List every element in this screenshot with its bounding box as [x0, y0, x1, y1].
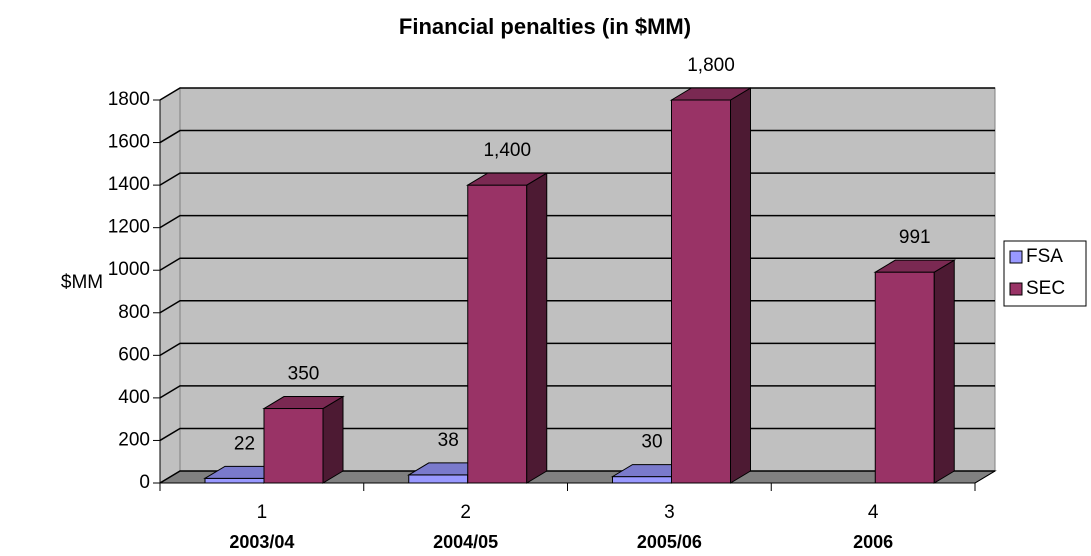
- x-period-label: 2003/04: [229, 532, 294, 552]
- bar: [408, 474, 469, 484]
- x-tick-label: 1: [257, 502, 268, 523]
- x-period-label: 2006: [853, 532, 893, 552]
- legend-label: SEC: [1026, 278, 1065, 299]
- y-tick-label: 600: [118, 344, 150, 365]
- bar: [671, 99, 731, 484]
- bar: [263, 408, 324, 484]
- y-tick-label: 1000: [108, 259, 150, 280]
- data-label: 991: [899, 227, 931, 248]
- x-tick-label: 4: [868, 502, 879, 523]
- bar-side: [526, 172, 548, 484]
- y-tick-label: 800: [118, 302, 150, 323]
- y-tick-label: 1800: [108, 89, 150, 110]
- x-axis-depth: [974, 470, 996, 484]
- data-label: 1,800: [687, 55, 735, 76]
- bar-side: [730, 87, 751, 484]
- bar-top: [873, 259, 957, 273]
- y-tick-label: 1600: [108, 132, 150, 153]
- bar-side: [322, 395, 344, 484]
- bar: [204, 477, 265, 484]
- bar-top: [465, 172, 549, 186]
- data-label: 38: [438, 430, 459, 451]
- bar: [467, 184, 528, 484]
- x-tick-label: 2: [460, 502, 471, 523]
- y-tick-label: 200: [118, 429, 150, 450]
- legend-swatch: [1009, 282, 1023, 296]
- bar-top: [262, 396, 345, 410]
- x-tick-label: 3: [664, 502, 675, 523]
- x-period-label: 2005/06: [637, 532, 702, 552]
- x-period-label: 2004/05: [433, 532, 498, 552]
- bar-side: [933, 259, 955, 484]
- y-tick-label: 1400: [108, 174, 150, 195]
- y-tick-label: 1200: [108, 217, 150, 238]
- data-label: 22: [234, 433, 255, 454]
- legend-label: FSA: [1026, 246, 1063, 267]
- bar: [874, 271, 935, 484]
- y-axis-label: $MM: [61, 272, 103, 293]
- side-wall: [159, 87, 181, 484]
- chart-title: Financial penalties (in $MM): [399, 14, 691, 39]
- data-label: 350: [288, 364, 320, 385]
- y-tick-label: 0: [139, 472, 150, 493]
- data-label: 30: [641, 432, 662, 453]
- bar: [612, 476, 672, 484]
- data-label: 1,400: [483, 140, 531, 161]
- bar-top: [669, 87, 753, 101]
- legend-swatch: [1009, 250, 1023, 264]
- y-tick-label: 400: [118, 387, 150, 408]
